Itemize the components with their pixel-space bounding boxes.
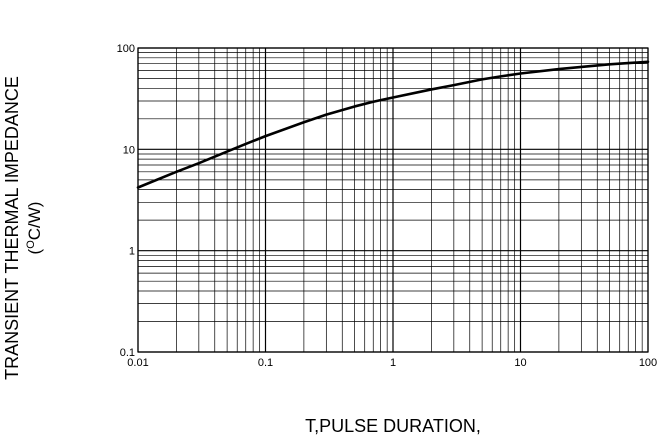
y-axis-unit: (OC/W) bbox=[25, 202, 44, 255]
x-tick-label: 1 bbox=[390, 357, 396, 369]
x-tick-label: 0.01 bbox=[127, 357, 148, 369]
x-tick-label: 0.1 bbox=[258, 357, 273, 369]
y-tick-label: 10 bbox=[123, 144, 135, 156]
x-axis-title: T,PULSE DURATION, bbox=[305, 416, 481, 436]
x-tick-label: 10 bbox=[514, 357, 526, 369]
y-axis-unit-rest: C/W) bbox=[25, 202, 44, 241]
impedance-curve bbox=[136, 60, 650, 189]
x-tick-labels: 0.01 0.1 1 10 100 bbox=[127, 357, 657, 369]
y-tick-label: 100 bbox=[117, 43, 135, 55]
y-tick-label: 1 bbox=[129, 246, 135, 258]
plot-frame bbox=[137, 47, 649, 353]
x-tick-label: 100 bbox=[639, 357, 657, 369]
y-axis-unit-open: ( bbox=[25, 248, 44, 254]
y-axis-title: TRANSIENT THERMAL IMPEDANCE bbox=[2, 76, 22, 380]
y-tick-label: 0.1 bbox=[120, 347, 135, 359]
y-tick-labels: 0.1 1 10 100 bbox=[117, 43, 135, 359]
y-axis-unit-degree: O bbox=[25, 240, 37, 249]
